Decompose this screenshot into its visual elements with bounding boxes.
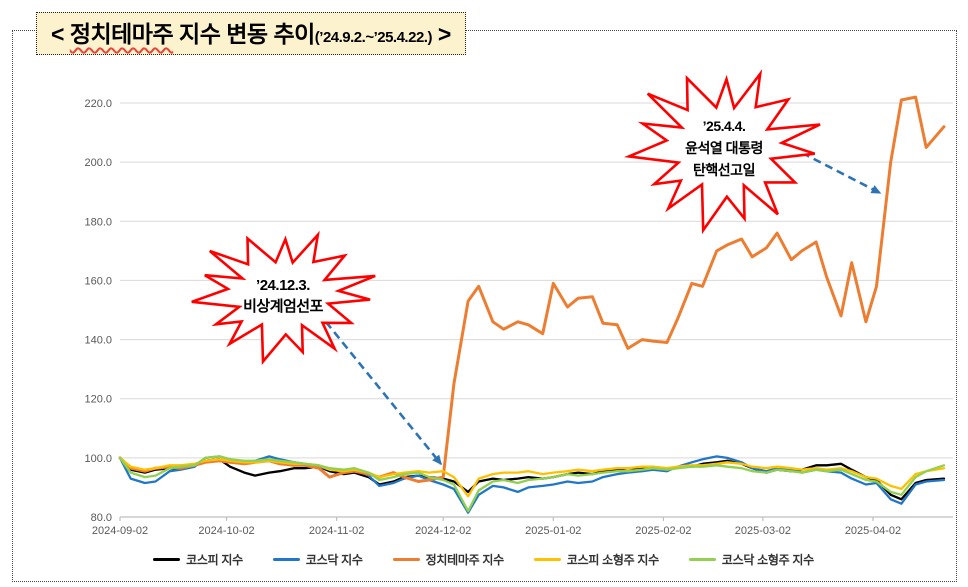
legend-label: 코스닥 소형주 지수	[721, 553, 814, 567]
annotation-text-line: ’25.4.4.	[703, 118, 746, 134]
x-tick-label: 2024-11-02	[309, 525, 364, 537]
title-prefix: <	[51, 21, 70, 47]
annotation-arrow	[324, 321, 443, 466]
x-tick-label: 2024-10-02	[198, 525, 254, 537]
x-tick-label: 2024-09-02	[92, 525, 148, 537]
series-line-kospi-smallcap	[118, 456, 946, 498]
legend-line-swatch	[392, 557, 420, 562]
annotation-text-line: 탄핵선고일	[693, 162, 755, 178]
series-lines	[118, 95, 946, 514]
y-tick-label: 160.0	[84, 275, 112, 287]
x-tick-label: 2025-01-02	[525, 525, 581, 537]
x-tick-label: 2024-12-02	[415, 525, 471, 537]
legend-label: 코스피 지수	[186, 553, 243, 567]
series-line-kosdaq-smallcap	[118, 455, 946, 513]
title-rest: 지수 변동 추이	[173, 21, 315, 47]
legend-line-swatch	[533, 557, 561, 562]
annotation-text-line: 비상계엄선포	[243, 297, 324, 315]
x-tick-label: 2025-02-02	[635, 525, 691, 537]
starburst-shape	[624, 69, 821, 235]
x-tick-label: 2025-04-02	[845, 525, 901, 537]
title-suffix: >	[431, 21, 451, 47]
y-axis-labels: 80.0 100.0 120.0 140.0 160.0 180.0 200.0 220.0	[84, 98, 112, 524]
y-tick-label: 180.0	[84, 216, 112, 228]
y-tick-label: 220.0	[84, 98, 112, 110]
title-period: (’24.9.2.~’25.4.22.)	[314, 29, 433, 46]
legend-line-swatch	[688, 557, 716, 562]
y-tick-label: 80.0	[91, 512, 112, 524]
legend-item-kospi-smallcap: 코스피 소형주 지수	[533, 551, 659, 568]
y-tick-label: 140.0	[84, 335, 112, 347]
x-axis: 2024-09-02 2024-10-02 2024-11-02 2024-12-02…	[92, 516, 953, 537]
y-tick-label: 100.0	[84, 453, 112, 465]
chart-legend: 코스피 지수 코스닥 지수 정치테마주 지수 코스피 소형주 지수 코스닥 소형주 지수	[12, 551, 955, 568]
legend-item-political-theme: 정치테마주 지수	[392, 551, 505, 568]
figure-title-box: < 정치테마주 지수 변동 추이(’24.9.2.~’25.4.22.) >	[36, 12, 466, 55]
legend-item-kospi: 코스피 지수	[153, 551, 243, 568]
starburst-shape	[191, 230, 376, 365]
legend-label: 코스피 소형주 지수	[566, 553, 659, 567]
legend-label: 코스닥 지수	[305, 553, 363, 567]
legend-line-swatch	[272, 557, 300, 562]
legend-label: 정치테마주 지수	[425, 553, 505, 567]
annotation-text-line: ’24.12.3.	[256, 277, 310, 294]
annotation-martial-law: ’24.12.3. 비상계엄선포	[191, 230, 443, 466]
legend-line-swatch	[153, 557, 181, 562]
legend-item-kosdaq-smallcap: 코스닥 소형주 지수	[688, 551, 814, 568]
y-tick-label: 200.0	[84, 157, 112, 169]
x-tick-label: 2025-03-02	[735, 525, 791, 537]
title-highlight: 정치테마주	[69, 21, 174, 47]
legend-item-kosdaq: 코스닥 지수	[272, 551, 363, 568]
annotation-text-line: 윤석열 대통령	[685, 140, 763, 156]
y-tick-label: 120.0	[84, 394, 112, 406]
